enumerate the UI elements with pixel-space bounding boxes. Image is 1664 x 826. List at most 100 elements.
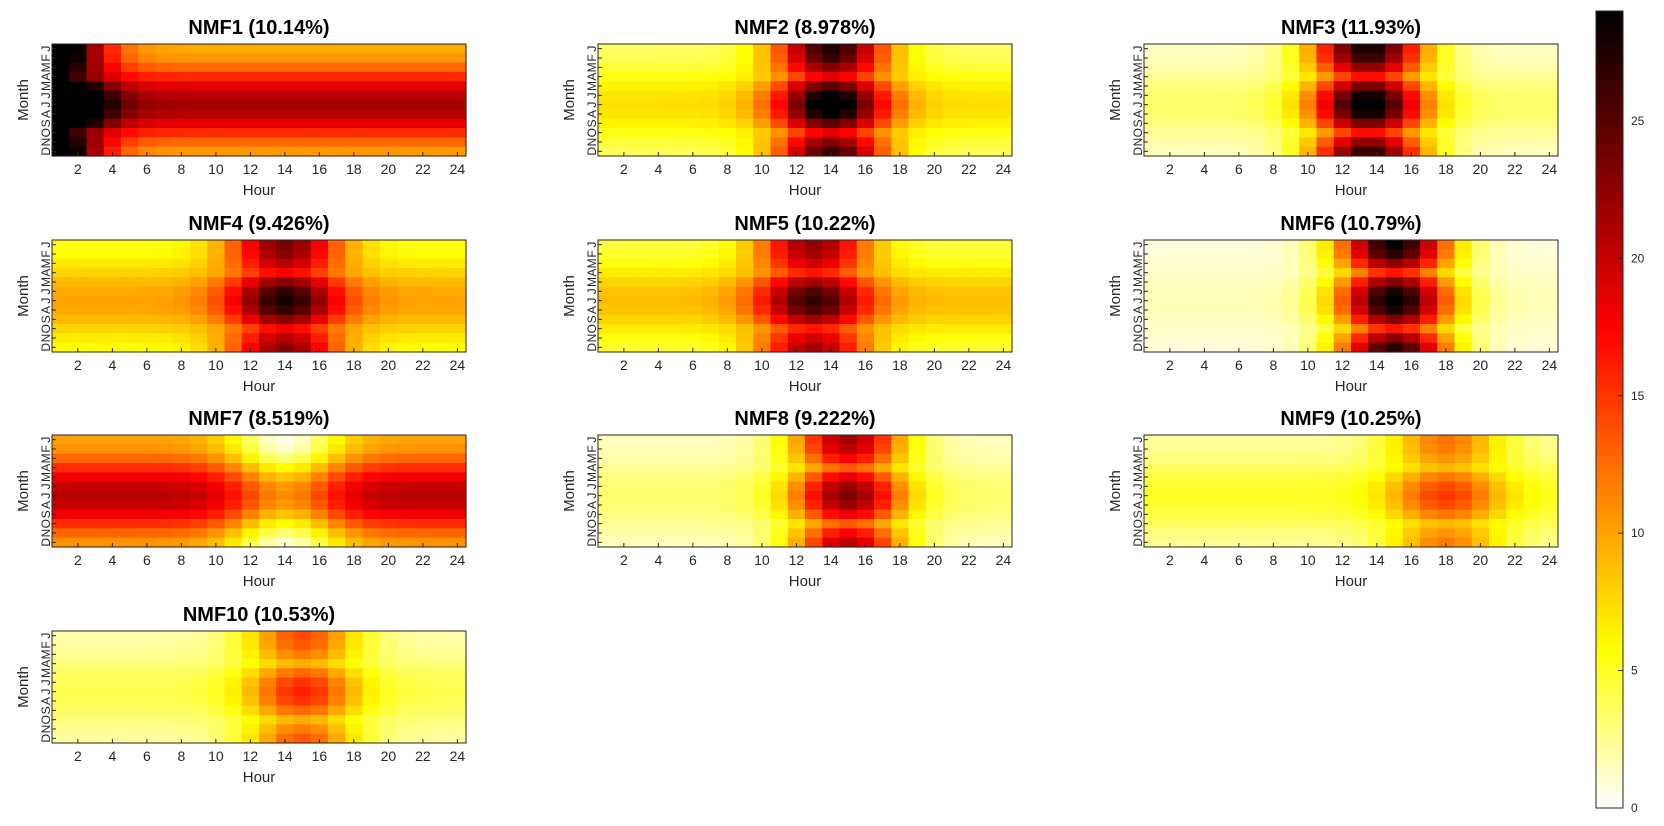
heatmap-cell	[925, 481, 944, 492]
heatmap-cell	[1178, 453, 1197, 464]
heatmap-cell	[293, 631, 312, 641]
heatmap-cell	[1178, 491, 1197, 501]
heatmap-cell	[1437, 90, 1456, 101]
x-tick-label: 10	[208, 357, 224, 373]
heatmap-cell	[310, 342, 329, 353]
heatmap-cell	[1282, 435, 1300, 445]
heatmap-cell	[121, 705, 139, 716]
heatmap-cell	[1230, 500, 1249, 511]
heatmap-cell	[1333, 53, 1352, 64]
y-axis-label: Month	[1107, 79, 1124, 121]
heatmap-cell	[977, 81, 996, 92]
heatmap-cell	[701, 435, 720, 445]
heatmap-cell	[121, 137, 139, 148]
heatmap-cell	[1437, 268, 1456, 278]
heatmap-cell	[718, 509, 737, 520]
heatmap-cell	[632, 44, 651, 54]
y-tick-label: M	[39, 62, 53, 72]
heatmap-cell	[379, 649, 398, 660]
heatmap-cell	[787, 137, 806, 148]
heatmap-cell	[736, 53, 754, 64]
heatmap-cell	[207, 509, 226, 520]
heatmap-cell	[1230, 118, 1249, 129]
heatmap-cell	[667, 472, 685, 483]
heatmap-cell	[1178, 324, 1197, 334]
heatmap-cell	[925, 286, 944, 297]
heatmap-cell	[649, 62, 668, 73]
heatmap-cell	[736, 453, 754, 464]
heatmap-cell	[224, 100, 243, 110]
heatmap-cell	[86, 277, 105, 288]
heatmap-cell	[276, 500, 295, 511]
heatmap-cell	[615, 463, 634, 473]
heatmap-cell	[753, 463, 772, 473]
heatmap-cell	[1471, 491, 1490, 501]
heatmap-cell	[1420, 44, 1438, 54]
heatmap-cell	[241, 696, 260, 707]
heatmap-cell	[1506, 109, 1525, 120]
heatmap-cell	[1316, 342, 1335, 353]
heatmap-cell	[69, 472, 88, 483]
heatmap-cell	[397, 342, 415, 353]
heatmap-cell	[379, 72, 398, 82]
heatmap-cell	[1540, 258, 1559, 269]
heatmap-cell	[379, 137, 398, 148]
heatmap-cell	[994, 500, 1013, 511]
heatmap-cell	[1385, 481, 1404, 492]
heatmap-cell	[414, 258, 433, 269]
heatmap-cell	[345, 286, 364, 297]
heatmap-cell	[1178, 100, 1197, 110]
heatmap-cell	[1316, 537, 1335, 548]
heatmap-cell	[207, 668, 226, 679]
heatmap-cell	[943, 90, 961, 101]
heatmap-cell	[805, 137, 823, 148]
heatmap-cell	[684, 305, 703, 316]
heatmap-cell	[103, 90, 122, 101]
heatmap-cell	[86, 118, 105, 129]
y-tick-label: M	[39, 258, 53, 268]
heatmap-cell	[207, 72, 226, 82]
heatmap-cell	[1420, 519, 1438, 529]
heatmap-cell	[448, 696, 467, 707]
heatmap-cell	[172, 631, 191, 641]
heatmap-cell	[891, 305, 910, 316]
heatmap-cell	[1454, 509, 1473, 520]
heatmap-cell	[839, 53, 858, 64]
heatmap-cell	[1489, 444, 1507, 455]
heatmap-cell	[994, 62, 1013, 73]
heatmap-cell	[259, 537, 277, 548]
heatmap-cell	[1454, 537, 1473, 548]
heatmap-cell	[121, 118, 139, 129]
heatmap-cell	[1195, 109, 1214, 120]
heatmap-cell	[753, 537, 772, 548]
heatmap-cell	[1230, 100, 1249, 110]
heatmap-cell	[224, 305, 243, 316]
heatmap-cell	[1247, 286, 1266, 297]
heatmap-cell	[397, 537, 415, 548]
heatmap-cell	[1489, 491, 1507, 501]
heatmap-cell	[1195, 118, 1214, 129]
heatmap-cell	[753, 277, 772, 288]
colorbar-segment	[1596, 774, 1623, 783]
heatmap-cell	[718, 240, 737, 250]
heatmap-cell	[1540, 137, 1559, 148]
heatmap-cell	[328, 724, 346, 735]
heatmap-cell	[103, 72, 122, 82]
heatmap-cell	[822, 435, 841, 445]
heatmap-cell	[121, 453, 139, 464]
heatmap-cell	[293, 249, 312, 260]
heatmap-cell	[632, 453, 651, 464]
heatmap-cell	[615, 314, 634, 325]
heatmap-cell	[190, 463, 208, 473]
heatmap-cell	[1385, 491, 1404, 501]
heatmap-cell	[276, 668, 295, 679]
heatmap-cell	[448, 528, 467, 539]
x-tick-label: 16	[858, 552, 874, 568]
heatmap-cell	[874, 528, 892, 539]
heatmap-cell	[632, 509, 651, 520]
heatmap-cell	[684, 72, 703, 82]
heatmap-cell	[1316, 53, 1335, 64]
heatmap-cell	[1282, 286, 1300, 297]
heatmap-cell	[155, 81, 174, 92]
heatmap-cell	[1333, 444, 1352, 455]
